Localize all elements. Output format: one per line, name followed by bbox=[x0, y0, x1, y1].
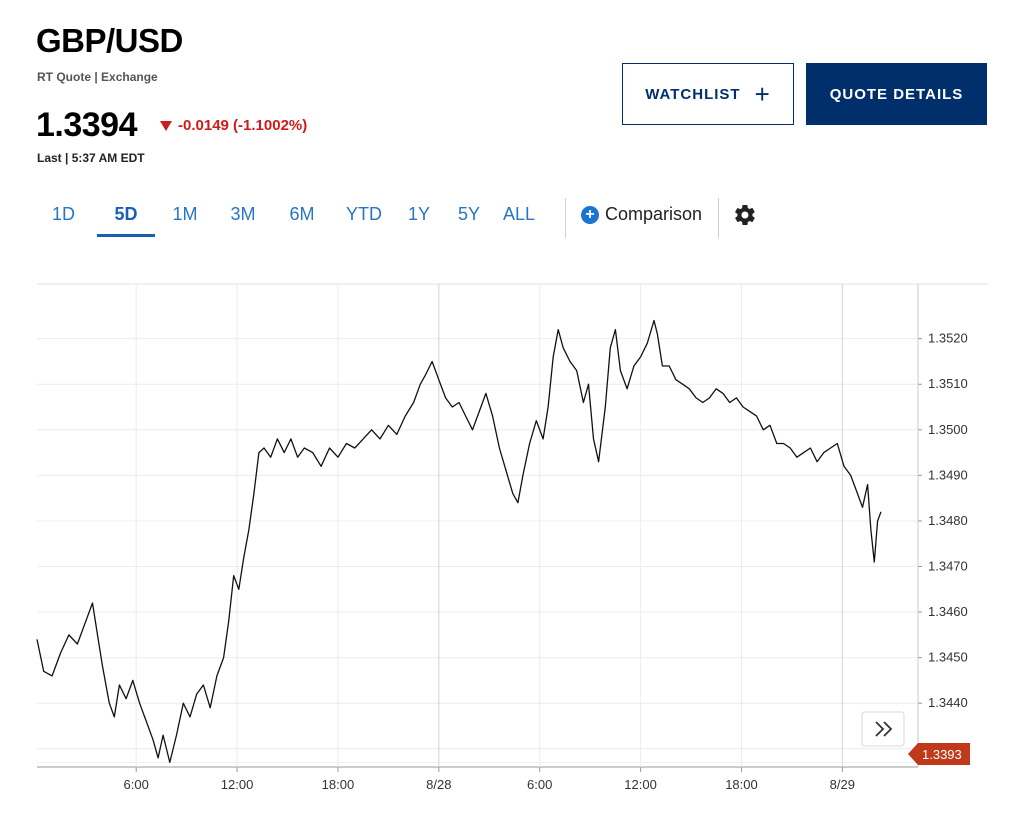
x-tick-label: 8/28 bbox=[426, 777, 451, 792]
x-tick-label: 18:00 bbox=[322, 777, 355, 792]
y-tick-label: 1.3450 bbox=[928, 650, 968, 665]
y-tick-label: 1.3500 bbox=[928, 422, 968, 437]
tab-5d[interactable]: 5D bbox=[97, 196, 155, 237]
watchlist-label: WATCHLIST bbox=[645, 85, 741, 103]
x-tick-label: 12:00 bbox=[624, 777, 657, 792]
price-change: -0.0149 (-1.1002%) bbox=[160, 117, 307, 134]
price-change-value: -0.0149 (-1.1002%) bbox=[178, 117, 308, 134]
tab-1y[interactable]: 1Y bbox=[407, 204, 431, 224]
quote-details-label: QUOTE DETAILS bbox=[829, 85, 964, 103]
x-tick-label: 6:00 bbox=[124, 777, 149, 792]
tab-1m[interactable]: 1M bbox=[172, 204, 198, 224]
tab-divider bbox=[565, 198, 566, 238]
y-tick-label: 1.3460 bbox=[928, 604, 968, 619]
y-tick-label: 1.3490 bbox=[928, 467, 968, 482]
watchlist-button[interactable]: WATCHLIST + bbox=[622, 63, 794, 125]
x-tick-label: 8/29 bbox=[830, 777, 855, 792]
tab-5y[interactable]: 5Y bbox=[457, 204, 481, 224]
current-value-marker: 1.3393 bbox=[908, 743, 970, 765]
x-tick-label: 18:00 bbox=[725, 777, 758, 792]
down-arrow-icon bbox=[160, 120, 172, 131]
tab-6m[interactable]: 6M bbox=[289, 204, 315, 224]
scroll-right-button[interactable] bbox=[861, 711, 905, 747]
tab-3m[interactable]: 3M bbox=[230, 204, 256, 224]
comparison-button[interactable]: + Comparison bbox=[581, 204, 702, 225]
y-tick-label: 1.3510 bbox=[928, 376, 968, 391]
y-tick-label: 1.3520 bbox=[928, 331, 968, 346]
quote-source-label: RT Quote | Exchange bbox=[37, 70, 158, 84]
symbol-title: GBP/USD bbox=[36, 22, 183, 59]
y-tick-label: 1.3440 bbox=[928, 695, 968, 710]
comparison-label: Comparison bbox=[605, 204, 703, 224]
double-chevron-right-icon bbox=[875, 721, 893, 737]
last-update-time: Last | 5:37 AM EDT bbox=[37, 151, 145, 165]
comparison-plus-icon: + bbox=[581, 205, 599, 224]
y-tick-label: 1.3480 bbox=[928, 513, 968, 528]
x-tick-label: 6:00 bbox=[527, 777, 552, 792]
tab-1d[interactable]: 1D bbox=[51, 204, 75, 224]
gear-icon[interactable] bbox=[733, 203, 757, 227]
quote-details-button[interactable]: QUOTE DETAILS bbox=[806, 63, 987, 125]
last-price: 1.3394 bbox=[36, 106, 138, 144]
current-value-label: 1.3393 bbox=[922, 747, 962, 762]
tab-ytd[interactable]: YTD bbox=[346, 204, 382, 224]
price-chart[interactable]: 1.34301.34401.34501.34601.34701.34801.34… bbox=[0, 270, 1024, 810]
tab-all[interactable]: ALL bbox=[502, 204, 536, 224]
price-line bbox=[36, 319, 882, 764]
y-tick-label: 1.3470 bbox=[928, 559, 968, 574]
settings-divider bbox=[718, 198, 719, 238]
x-tick-label: 12:00 bbox=[221, 777, 254, 792]
range-tabs: 1D 5D 1M 3M 6M YTD 1Y 5Y ALL bbox=[40, 196, 539, 244]
plus-icon: + bbox=[754, 79, 771, 109]
